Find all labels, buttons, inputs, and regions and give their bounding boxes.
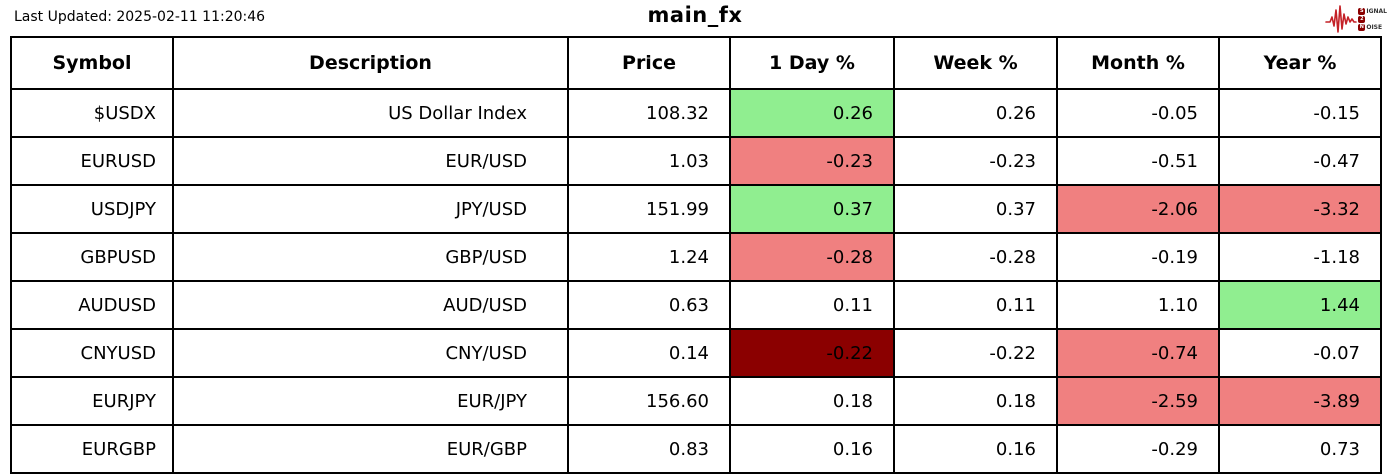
- table-row: $USDX US Dollar Index 108.32 0.26 0.26 -0.05-…: [10, 88, 1382, 138]
- cell-year-pct: 0.73: [1218, 424, 1382, 474]
- cell-day-pct: 0.26: [729, 88, 895, 138]
- cell-price: 0.63: [567, 280, 731, 330]
- cell-day-pct: -0.23: [729, 136, 895, 186]
- cell-symbol: AUDUSD: [10, 280, 174, 330]
- table-row: AUDUSD AUD/USD 0.63 0.11 0.11 1.10 1.44: [10, 280, 1382, 330]
- cell-month-pct: -0.19: [1056, 232, 1220, 282]
- cell-symbol: CNYUSD: [10, 328, 174, 378]
- table-row: USDJPY JPY/USD 151.99 0.37 0.37 -2.06 -3.32: [10, 184, 1382, 234]
- cell-price: 108.32: [567, 88, 731, 138]
- logo-box-n: N: [1358, 23, 1366, 31]
- waveform-icon: [1325, 5, 1358, 33]
- cell-year-pct: 1.44: [1218, 280, 1382, 330]
- fx-table: Symbol Description Price 1 Day % Week % …: [10, 36, 1382, 474]
- cell-description: EUR/USD: [172, 136, 569, 186]
- logo-box-2: 2: [1358, 15, 1366, 23]
- table-row: GBPUSD GBP/USD 1.24 -0.28 -0.28 -0.19 -1.18: [10, 232, 1382, 282]
- column-header-month-pct: Month %: [1056, 36, 1220, 90]
- cell-price: 156.60: [567, 376, 731, 426]
- cell-month-pct: -2.59: [1056, 376, 1220, 426]
- cell-description: EUR/GBP: [172, 424, 569, 474]
- table-row: EURUSD EUR/USD 1.03 -0.23 -0.23 -0.51 -0.47: [10, 136, 1382, 186]
- column-header-symbol: Symbol: [10, 36, 174, 90]
- cell-year-pct: -1.18: [1218, 232, 1382, 282]
- cell-month-pct: 1.10: [1056, 280, 1220, 330]
- cell-month-pct: -0.51: [1056, 136, 1220, 186]
- cell-symbol: USDJPY: [10, 184, 174, 234]
- cell-week-pct: -0.23: [893, 136, 1058, 186]
- cell-year-pct: -3.32: [1218, 184, 1382, 234]
- cell-week-pct: 0.26: [893, 88, 1058, 138]
- cell-year-pct: -3.89: [1218, 376, 1382, 426]
- cell-year-pct: -0.07: [1218, 328, 1382, 378]
- cell-description: US Dollar Index: [172, 88, 569, 138]
- cell-month-pct: -0.74: [1056, 328, 1220, 378]
- cell-day-pct: 0.37: [729, 184, 895, 234]
- cell-description: EUR/JPY: [172, 376, 569, 426]
- column-header-year-pct: Year %: [1218, 36, 1382, 90]
- cell-description: GBP/USD: [172, 232, 569, 282]
- cell-month-pct: -0.29: [1056, 424, 1220, 474]
- cell-week-pct: 0.16: [893, 424, 1058, 474]
- cell-year-pct: -0.47: [1218, 136, 1382, 186]
- signal2noise-logo: S IGNAL 2 N OISE: [1325, 2, 1387, 36]
- cell-description: AUD/USD: [172, 280, 569, 330]
- table-row: EURJPY EUR/JPY 156.60 0.18 0.18 -2.59 -3.89: [10, 376, 1382, 426]
- table-row: CNYUSD CNY/USD 0.14 -0.22 -0.22 -0.74 -0.07: [10, 328, 1382, 378]
- cell-description: CNY/USD: [172, 328, 569, 378]
- cell-symbol: EURJPY: [10, 376, 174, 426]
- fx-table-body: $USDX US Dollar Index 108.32 0.26 0.26 -0.05-…: [10, 88, 1382, 474]
- cell-day-pct: -0.28: [729, 232, 895, 282]
- column-header-day-pct: 1 Day %: [729, 36, 895, 90]
- cell-day-pct: -0.22: [729, 328, 895, 378]
- column-header-price: Price: [567, 36, 731, 90]
- cell-price: 0.14: [567, 328, 731, 378]
- column-header-description: Description: [172, 36, 569, 90]
- cell-symbol: EURGBP: [10, 424, 174, 474]
- cell-week-pct: -0.28: [893, 232, 1058, 282]
- logo-line-signal: S IGNAL: [1358, 7, 1387, 15]
- logo-text: S IGNAL 2 N OISE: [1358, 7, 1387, 31]
- cell-month-pct: -0.05: [1056, 88, 1220, 138]
- cell-week-pct: 0.18: [893, 376, 1058, 426]
- logo-box-s: S: [1358, 7, 1366, 15]
- cell-month-pct: -2.06: [1056, 184, 1220, 234]
- cell-week-pct: -0.22: [893, 328, 1058, 378]
- cell-price: 1.03: [567, 136, 731, 186]
- cell-day-pct: 0.11: [729, 280, 895, 330]
- logo-line-noise: N OISE: [1358, 23, 1383, 31]
- table-row: EURGBP EUR/GBP 0.83 0.16 0.16 -0.29 0.73: [10, 424, 1382, 474]
- cell-price: 1.24: [567, 232, 731, 282]
- cell-symbol: EURUSD: [10, 136, 174, 186]
- header-row: Symbol Description Price 1 Day % Week % …: [10, 36, 1382, 90]
- page-title: main_fx: [647, 3, 743, 27]
- last-updated-text: Last Updated: 2025-02-11 11:20:46: [14, 9, 266, 25]
- column-header-week-pct: Week %: [893, 36, 1058, 90]
- cell-day-pct: 0.16: [729, 424, 895, 474]
- cell-price: 0.83: [567, 424, 731, 474]
- cell-symbol: GBPUSD: [10, 232, 174, 282]
- cell-year-pct: -0.15: [1218, 88, 1382, 138]
- logo-line-2: 2: [1358, 15, 1387, 23]
- cell-price: 151.99: [567, 184, 731, 234]
- cell-symbol: $USDX: [10, 88, 174, 138]
- cell-week-pct: 0.11: [893, 280, 1058, 330]
- cell-day-pct: 0.18: [729, 376, 895, 426]
- cell-description: JPY/USD: [172, 184, 569, 234]
- cell-week-pct: 0.37: [893, 184, 1058, 234]
